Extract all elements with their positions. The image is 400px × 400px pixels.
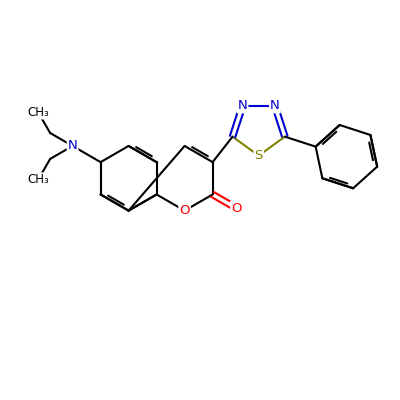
Text: N: N [68,140,78,152]
Text: CH₃: CH₃ [27,174,49,186]
Text: O: O [231,202,242,215]
Text: N: N [270,99,280,112]
Text: O: O [179,204,190,217]
Text: CH₃: CH₃ [27,106,49,118]
Text: N: N [238,99,248,112]
Text: S: S [254,149,263,162]
